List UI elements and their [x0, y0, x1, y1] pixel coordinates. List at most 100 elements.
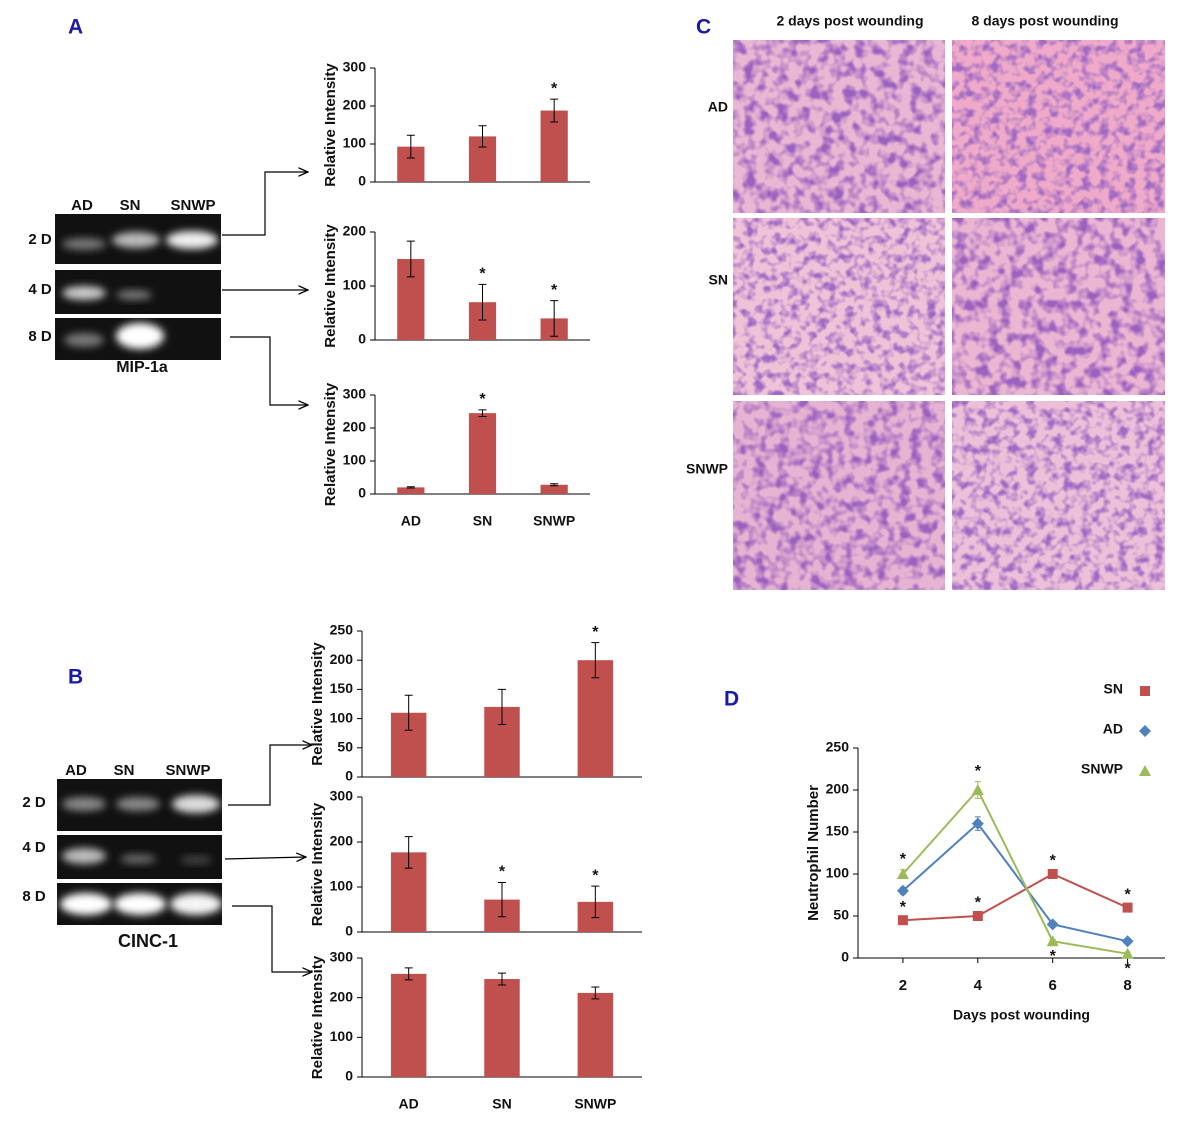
gel-a: AD SN SNWP 2 D 4 D 8 D MIP-1a	[28, 172, 308, 405]
significance: *	[592, 867, 599, 884]
y-tick-label: 100	[826, 865, 850, 881]
lane-label: AD	[71, 197, 93, 214]
y-tick-label: 150	[330, 680, 354, 696]
point	[896, 884, 909, 897]
x-tick-label: SNWP	[533, 513, 575, 529]
lane-label: AD	[65, 762, 87, 779]
band	[62, 238, 106, 250]
y-tick-label: 0	[358, 173, 366, 189]
y-tick-label: 300	[330, 788, 354, 804]
significance: *	[1050, 948, 1057, 965]
band	[172, 795, 220, 813]
line	[902, 822, 1128, 943]
error-bar	[550, 483, 559, 487]
error-bar	[498, 688, 506, 725]
y-tick-label: 200	[330, 988, 354, 1004]
band	[170, 893, 222, 915]
y-tick-label: 100	[343, 452, 367, 468]
x-tick-label: 8	[1123, 977, 1131, 994]
y-tick-label: 200	[330, 833, 354, 849]
band	[112, 232, 160, 248]
error-bar	[478, 409, 487, 417]
band	[116, 797, 160, 811]
bar	[468, 413, 497, 494]
point	[971, 784, 984, 795]
legend-label: SN	[1104, 681, 1123, 697]
band	[166, 231, 218, 249]
panel-label: C	[696, 16, 711, 39]
y-tick-label: 200	[826, 781, 850, 797]
band	[180, 856, 212, 864]
error-bar	[498, 972, 506, 986]
error-bar	[478, 125, 487, 148]
x-tick-label: 4	[974, 977, 983, 994]
significance: *	[1124, 886, 1131, 903]
lane-label: SNWP	[166, 762, 211, 779]
point	[1121, 947, 1134, 959]
error-bar	[550, 300, 559, 337]
lane-label: SNWP	[171, 197, 216, 214]
y-tick-label: 250	[330, 622, 354, 638]
band	[114, 893, 166, 915]
line	[902, 788, 1128, 955]
row-label: 2 D	[22, 794, 46, 811]
gene-label: MIP-1a	[116, 359, 168, 376]
y-tick-label: 0	[345, 923, 353, 939]
y-axis-title: Neutrophil Number	[805, 785, 822, 921]
y-tick-label: 50	[337, 739, 353, 755]
band	[62, 848, 106, 864]
bar	[540, 110, 568, 182]
significance: *	[551, 80, 558, 97]
y-tick-label: 300	[343, 386, 367, 402]
error-bar	[406, 134, 415, 159]
error-bar	[404, 836, 413, 869]
x-tick-label: AD	[399, 1096, 419, 1112]
lane-label: SN	[120, 197, 141, 214]
y-tick-label: 0	[841, 949, 849, 965]
panel-label: D	[724, 688, 739, 711]
y-axis-title: Relative Intensity	[322, 224, 339, 348]
y-tick-label: 0	[358, 485, 366, 501]
tissue-image	[952, 218, 1165, 395]
y-tick-label: 100	[343, 277, 367, 293]
y-axis-title: Relative Intensity	[309, 642, 326, 766]
connector	[230, 336, 308, 405]
x-tick-label: AD	[401, 513, 421, 529]
y-tick-label: 200	[343, 223, 367, 239]
error-bar	[406, 486, 415, 489]
y-tick-label: 0	[345, 1068, 353, 1084]
bar	[577, 660, 614, 777]
band	[116, 290, 152, 300]
significance: *	[900, 851, 907, 868]
y-tick-label: 100	[330, 1028, 354, 1044]
point	[1121, 935, 1134, 948]
connector	[232, 905, 312, 972]
significance: *	[975, 895, 982, 912]
x-tick-label: SN	[473, 513, 492, 529]
line	[902, 872, 1128, 922]
band	[64, 333, 104, 347]
bar	[540, 484, 568, 494]
point	[897, 915, 908, 926]
y-axis-title: Relative Intensity	[309, 802, 326, 926]
row-label: SN	[709, 272, 728, 288]
panel-label: A	[68, 16, 83, 39]
legend-label: SNWP	[1081, 761, 1123, 777]
error-bar	[498, 882, 506, 918]
row-label: AD	[708, 99, 728, 115]
significance: *	[499, 864, 506, 881]
band	[120, 854, 156, 864]
y-axis-title: Relative Intensity	[322, 382, 339, 506]
lane-label: SN	[114, 762, 135, 779]
band	[60, 893, 112, 915]
connector	[224, 857, 306, 859]
y-tick-label: 250	[826, 739, 850, 755]
significance: *	[900, 899, 907, 916]
tissue-image	[733, 40, 945, 213]
legend-marker	[1139, 765, 1151, 776]
row-label: 4 D	[22, 839, 46, 856]
y-tick-label: 50	[833, 907, 849, 923]
error-bar	[591, 986, 600, 1000]
legend-marker	[1139, 725, 1151, 737]
